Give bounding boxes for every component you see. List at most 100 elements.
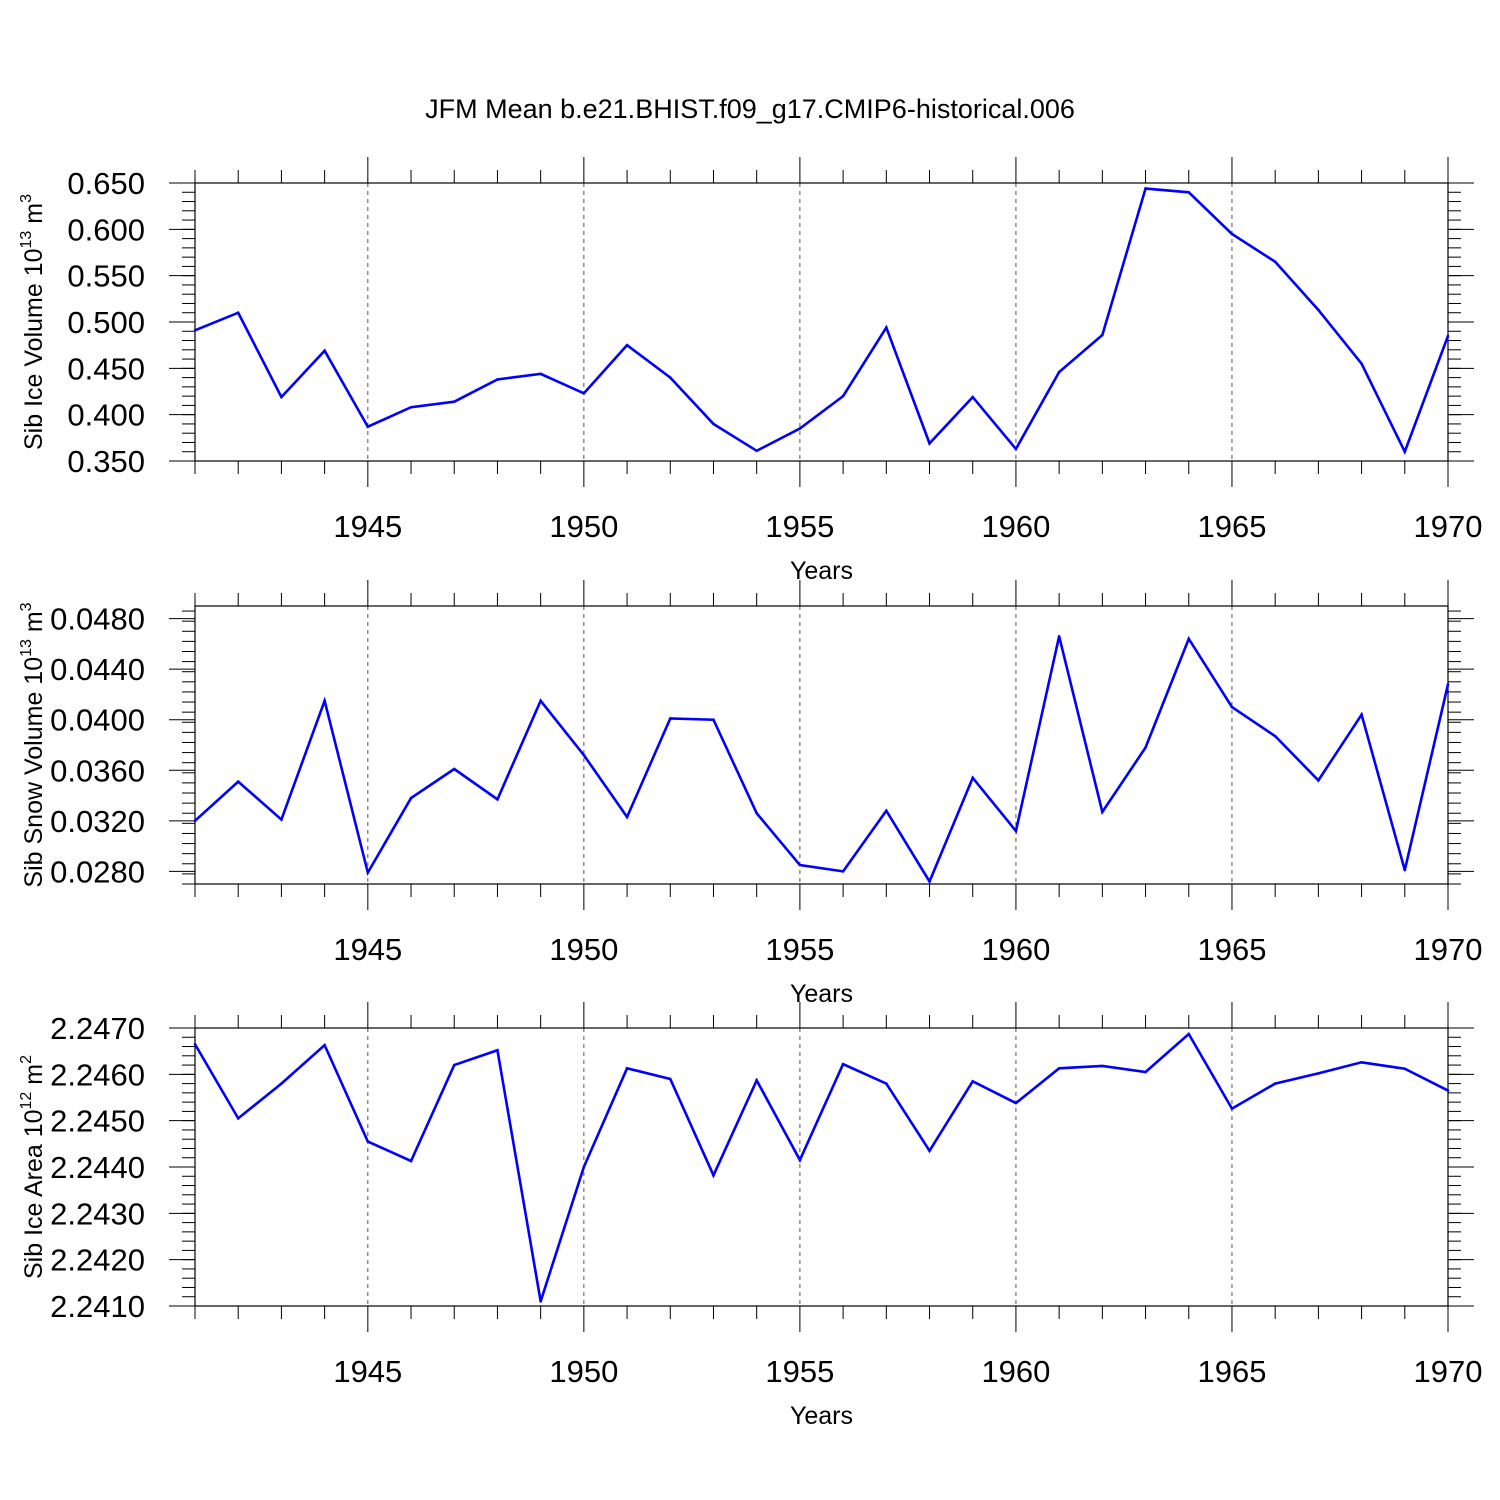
data-point <box>1317 779 1320 782</box>
chart-ice-volume: 1945 1950 1955 1960 1965 1970 Years 0.350 0.400 0… <box>18 157 1482 585</box>
data-point <box>1360 713 1363 716</box>
x-tick-label: 1970 <box>1414 1354 1483 1389</box>
data-point <box>193 329 197 332</box>
data-point <box>539 372 542 376</box>
y-tick-label: 0.500 <box>67 305 145 340</box>
data-point <box>625 343 629 347</box>
chart-title: JFM Mean b.e21.BHIST.f09_g17.CMIP6-histo… <box>425 94 1075 124</box>
y-axis-label-text: Sib Ice Area 10 <box>20 1109 48 1279</box>
data-point <box>971 1079 975 1083</box>
data-point <box>1187 1032 1191 1036</box>
y-tick-label: 0.0320 <box>50 804 145 839</box>
data-point <box>193 1042 197 1046</box>
y-tick-label: 0.400 <box>67 398 145 433</box>
data-point <box>496 798 499 801</box>
data-point <box>885 326 888 329</box>
data-point <box>1014 447 1018 451</box>
data-point <box>539 1300 542 1303</box>
data-point <box>366 425 370 429</box>
data-point <box>1057 635 1061 638</box>
series-line <box>194 187 1450 456</box>
data-point <box>1360 1060 1363 1064</box>
y-axis-label: Sib Ice Area 1012 m2 <box>18 1055 48 1279</box>
data-point <box>712 422 715 426</box>
x-axis-label: Years <box>790 980 853 1008</box>
y-axis-label-text: m <box>20 611 48 639</box>
y-tick-label: 0.0480 <box>50 602 145 637</box>
y-axis-label-superscript: 2 <box>18 1055 35 1064</box>
x-tick-label: 1960 <box>981 509 1050 544</box>
y-tick-label: 0.0440 <box>50 652 145 687</box>
y-tick-label: 0.600 <box>67 212 145 247</box>
data-point <box>668 1077 672 1081</box>
data-point <box>323 349 326 353</box>
data-point <box>280 1082 283 1085</box>
x-tick-label: 1965 <box>1197 1354 1266 1389</box>
data-point <box>323 699 326 703</box>
data-point <box>582 753 586 757</box>
y-axis-label-superscript: 13 <box>18 231 35 249</box>
y-tick-label: 2.2430 <box>50 1196 145 1231</box>
y-tick-label: 0.0360 <box>50 753 145 788</box>
data-point <box>1187 637 1191 641</box>
data-point <box>1446 1089 1450 1092</box>
chart-snow-volume: 1945 1950 1955 1960 1965 1970 Years 0.0280 0.032… <box>18 580 1482 1008</box>
data-point <box>1230 705 1234 709</box>
data-point <box>1230 1107 1234 1110</box>
data-point <box>582 392 586 395</box>
x-tick-label: 1955 <box>765 932 834 967</box>
y-axis-label-superscript: 3 <box>18 194 35 203</box>
data-point <box>193 819 197 823</box>
x-tick-label: 1955 <box>765 1354 834 1389</box>
data-point <box>452 767 456 771</box>
y-tick-label: 0.450 <box>67 351 145 386</box>
y-tick-label: 0.650 <box>67 166 145 201</box>
data-point <box>928 1149 931 1153</box>
data-point <box>1446 683 1450 686</box>
data-point <box>1144 746 1147 749</box>
x-tick-label: 1970 <box>1414 932 1483 967</box>
data-point <box>1317 1072 1320 1075</box>
y-tick-label: 2.2410 <box>50 1289 145 1324</box>
plot-frame <box>194 1027 1449 1307</box>
y-tick-label: 0.0280 <box>50 854 145 889</box>
data-point <box>712 718 715 722</box>
y-axis-label-text: Sib Snow Volume 10 <box>20 657 48 888</box>
data-point <box>928 442 931 445</box>
x-tick-label: 1960 <box>981 1354 1050 1389</box>
data-point <box>1403 868 1407 872</box>
data-point <box>755 1079 758 1082</box>
data-point <box>1230 232 1234 236</box>
data-point <box>366 871 370 874</box>
y-axis-label-superscript: 3 <box>18 602 35 611</box>
data-point <box>409 1159 413 1163</box>
data-point <box>1273 1082 1277 1085</box>
data-point <box>1187 190 1191 194</box>
x-tick-label: 1950 <box>549 932 618 967</box>
data-point <box>1101 333 1104 337</box>
y-tick-label: 0.350 <box>67 444 145 479</box>
data-point <box>712 1174 715 1177</box>
x-tick-label: 1960 <box>981 932 1050 967</box>
y-axis-label: Sib Ice Volume 1013 m3 <box>18 194 48 450</box>
y-axis-label-text: Sib Ice Volume 10 <box>20 248 48 450</box>
data-point <box>280 395 283 399</box>
y-tick-label: 2.2460 <box>50 1057 145 1092</box>
data-point <box>928 880 931 883</box>
data-point <box>1014 829 1018 833</box>
data-point <box>841 1062 845 1066</box>
y-tick-label: 2.2470 <box>50 1011 145 1046</box>
data-point <box>755 449 758 453</box>
data-point <box>668 376 672 379</box>
y-axis-label: Sib Snow Volume 1013 m3 <box>18 602 48 887</box>
data-point <box>496 378 499 381</box>
x-tick-label: 1950 <box>549 509 618 544</box>
data-point <box>236 311 240 315</box>
x-tick-label: 1965 <box>1197 509 1266 544</box>
x-tick-label: 1945 <box>333 509 402 544</box>
data-point <box>409 796 413 800</box>
data-point <box>1144 1070 1147 1074</box>
data-point <box>625 1067 629 1070</box>
x-axis-label: Years <box>790 557 853 585</box>
data-point <box>1403 1067 1407 1071</box>
